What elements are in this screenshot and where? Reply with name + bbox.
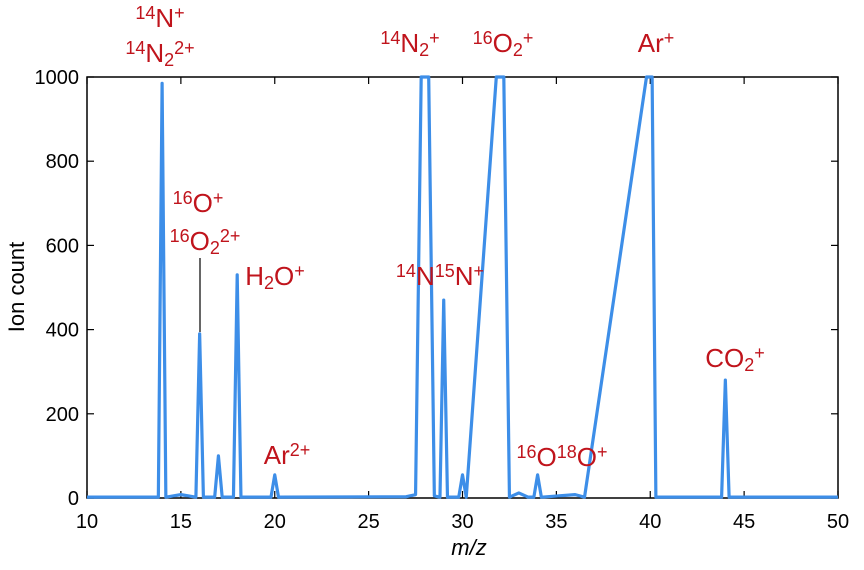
peak-label: 16O22+ bbox=[170, 226, 241, 258]
label-part: 2+ bbox=[220, 226, 241, 246]
x-tick-label: 15 bbox=[170, 511, 192, 533]
label-part: 2 bbox=[264, 273, 274, 293]
peak-label: 14N15N+ bbox=[396, 261, 484, 291]
y-tick-label: 600 bbox=[46, 235, 79, 257]
x-tick-label: 10 bbox=[76, 511, 98, 533]
x-tick-label: 50 bbox=[827, 511, 849, 533]
y-tick-label: 800 bbox=[46, 151, 79, 173]
y-axis-label: Ion count bbox=[4, 242, 29, 333]
peak-label: Ar2+ bbox=[264, 440, 311, 470]
y-tick-label: 400 bbox=[46, 320, 79, 342]
label-part: 16 bbox=[170, 226, 190, 246]
peak-label: 14N+ bbox=[135, 3, 184, 33]
peak-label: Ar+ bbox=[638, 28, 675, 58]
y-tick-label: 0 bbox=[68, 488, 79, 510]
x-tick-label: 25 bbox=[358, 511, 380, 533]
label-part: N bbox=[455, 261, 474, 291]
x-tick-label: 30 bbox=[451, 511, 473, 533]
label-part: + bbox=[664, 28, 675, 48]
label-part: 14 bbox=[125, 38, 145, 58]
peak-label: H2O+ bbox=[245, 261, 305, 293]
label-part: O bbox=[493, 28, 513, 58]
x-tick-label: 40 bbox=[639, 511, 661, 533]
label-part: Ar bbox=[638, 28, 664, 58]
peak-label: CO2+ bbox=[705, 343, 765, 375]
label-part: O bbox=[577, 442, 597, 472]
label-part: 2+ bbox=[174, 38, 195, 58]
label-part: N bbox=[400, 28, 419, 58]
label-part: + bbox=[474, 261, 485, 281]
label-part: 2 bbox=[513, 40, 523, 60]
label-part: 15 bbox=[435, 261, 455, 281]
label-part: 2 bbox=[744, 355, 754, 375]
x-tick-label: 35 bbox=[545, 511, 567, 533]
label-part: 14 bbox=[380, 28, 400, 48]
label-part: N bbox=[416, 261, 435, 291]
label-part: O bbox=[537, 442, 557, 472]
y-tick-label: 1000 bbox=[35, 67, 80, 89]
label-part: + bbox=[174, 3, 185, 23]
label-part: H bbox=[245, 261, 264, 291]
label-part: + bbox=[294, 261, 305, 281]
label-part: 16 bbox=[516, 442, 536, 462]
label-part: + bbox=[523, 28, 534, 48]
x-axis-label: m/z bbox=[451, 535, 486, 560]
label-part: 18 bbox=[557, 442, 577, 462]
label-part: 16 bbox=[473, 28, 493, 48]
spectrum-line bbox=[87, 75, 838, 499]
label-part: 2 bbox=[164, 50, 174, 70]
label-part: 2 bbox=[419, 40, 429, 60]
label-part: N bbox=[155, 3, 174, 33]
label-part: Ar bbox=[264, 440, 290, 470]
label-part: 2+ bbox=[290, 440, 311, 460]
peak-label: 16O+ bbox=[173, 188, 224, 218]
label-part: + bbox=[429, 28, 440, 48]
peak-label: 14N22+ bbox=[125, 38, 194, 70]
label-part: O bbox=[193, 188, 213, 218]
label-part: 2 bbox=[210, 238, 220, 258]
label-part: CO bbox=[705, 343, 744, 373]
label-part: N bbox=[145, 38, 164, 68]
label-part: + bbox=[213, 188, 224, 208]
peak-label: 14N2+ bbox=[380, 28, 439, 60]
label-part: 14 bbox=[396, 261, 416, 281]
x-tick-label: 20 bbox=[264, 511, 286, 533]
label-part: O bbox=[190, 226, 210, 256]
peak-label: 16O18O+ bbox=[516, 442, 607, 472]
y-tick-label: 200 bbox=[46, 404, 79, 426]
x-tick-label: 45 bbox=[733, 511, 755, 533]
label-part: O bbox=[274, 261, 294, 291]
label-part: + bbox=[754, 343, 765, 363]
label-part: 16 bbox=[173, 188, 193, 208]
label-part: 14 bbox=[135, 3, 155, 23]
label-part: + bbox=[597, 442, 608, 462]
peak-label: 16O2+ bbox=[473, 28, 534, 60]
